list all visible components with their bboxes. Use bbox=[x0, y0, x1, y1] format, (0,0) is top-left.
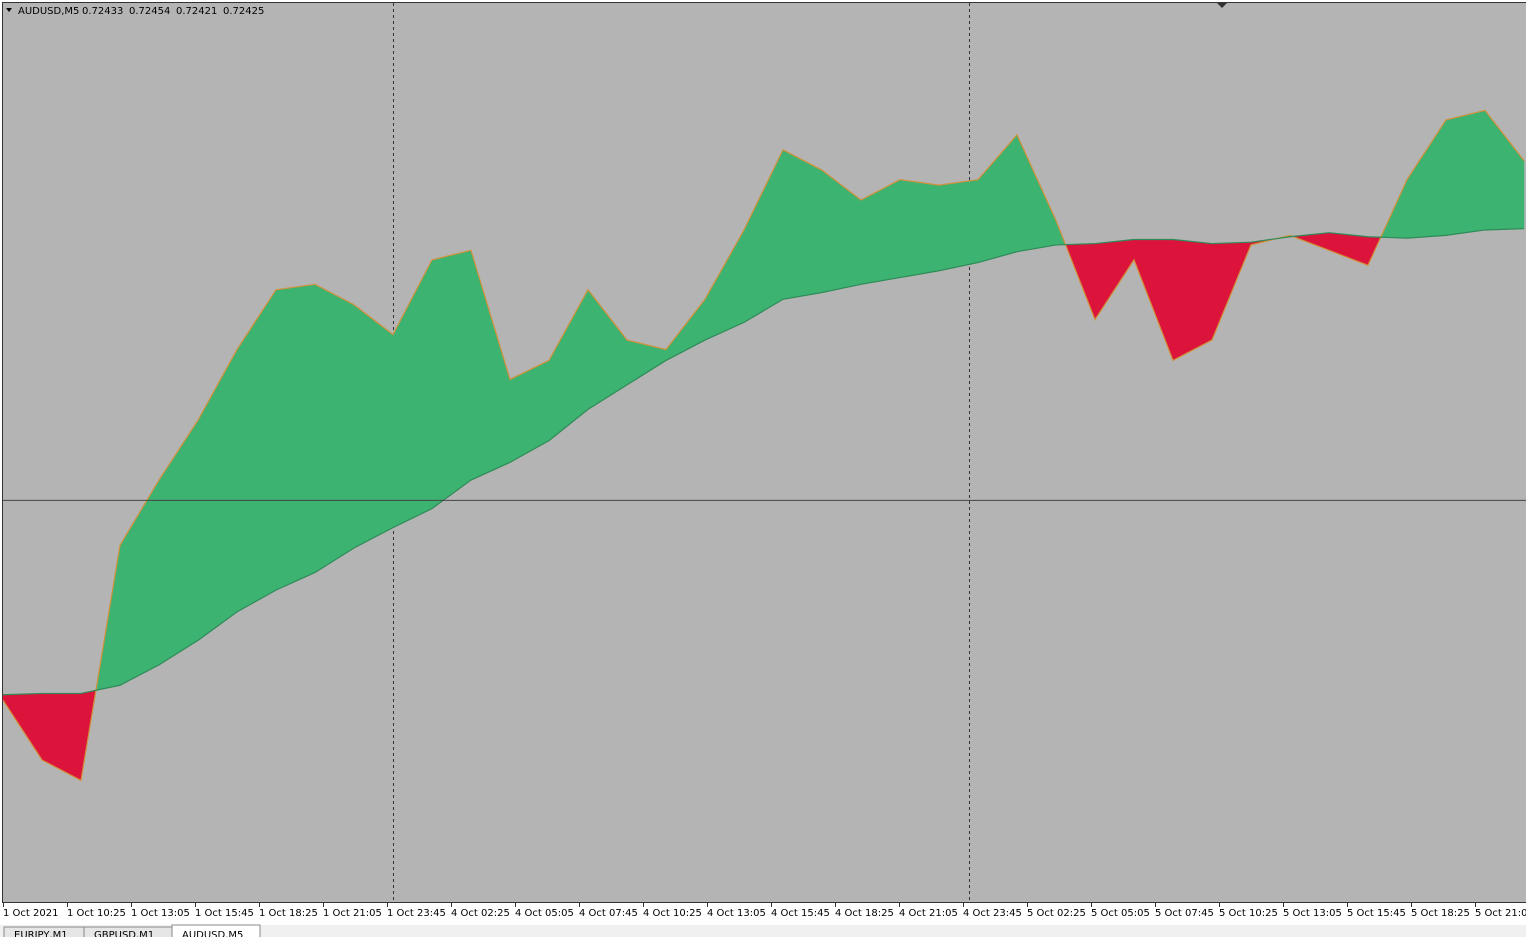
time-label: 4 Oct 23:45 bbox=[963, 908, 1022, 919]
ohlc-value: 0.72454 bbox=[129, 6, 170, 17]
ohlc-value: 0.72421 bbox=[176, 6, 217, 17]
time-label: 4 Oct 10:25 bbox=[643, 908, 702, 919]
band-fill bbox=[1445, 110, 1486, 236]
time-label: 5 Oct 07:45 bbox=[1155, 908, 1214, 919]
band-fill bbox=[1172, 239, 1213, 361]
time-label: 1 Oct 18:25 bbox=[259, 908, 318, 919]
time-label: 4 Oct 18:25 bbox=[835, 908, 894, 919]
time-label: 5 Oct 21:05 bbox=[1475, 908, 1526, 919]
time-label: 5 Oct 15:45 bbox=[1347, 908, 1406, 919]
time-label: 1 Oct 2021 bbox=[3, 908, 58, 919]
ohlc-value: 0.72425 bbox=[223, 6, 264, 17]
fast-ma bbox=[2, 109, 1525, 782]
time-label: 1 Oct 15:45 bbox=[195, 908, 254, 919]
time-label: 4 Oct 07:45 bbox=[579, 908, 638, 919]
band-fill bbox=[899, 179, 940, 278]
symbol: AUDUSD,M5 bbox=[18, 6, 79, 17]
band-fill bbox=[314, 283, 355, 573]
time-label: 5 Oct 13:05 bbox=[1283, 908, 1342, 919]
time-label: 4 Oct 02:25 bbox=[451, 908, 510, 919]
tab-label[interactable]: EURJPY,M1 bbox=[14, 930, 68, 937]
time-label: 5 Oct 05:05 bbox=[1091, 908, 1150, 919]
time-label: 1 Oct 23:45 bbox=[387, 908, 446, 919]
time-label: 1 Oct 21:05 bbox=[323, 908, 382, 919]
time-label: 4 Oct 15:45 bbox=[771, 908, 830, 919]
tab-label[interactable]: AUDUSD,M5 bbox=[182, 930, 243, 937]
tab[interactable] bbox=[171, 924, 261, 937]
band-fill bbox=[782, 149, 823, 300]
time-label: 4 Oct 21:05 bbox=[899, 908, 958, 919]
time-label: 5 Oct 02:25 bbox=[1027, 908, 1086, 919]
shift-marker bbox=[1217, 3, 1227, 8]
band-fill bbox=[275, 284, 316, 591]
tab-label[interactable]: GBPUSD,M1 bbox=[94, 930, 154, 937]
time-label: 1 Oct 10:25 bbox=[67, 908, 126, 919]
time-label: 5 Oct 18:25 bbox=[1411, 908, 1470, 919]
ohlc-value: 0.72433 bbox=[82, 6, 123, 17]
menu-arrow[interactable] bbox=[6, 8, 12, 12]
tab-bar bbox=[0, 925, 1526, 937]
time-label: 4 Oct 13:05 bbox=[707, 908, 766, 919]
time-label: 1 Oct 13:05 bbox=[131, 908, 190, 919]
time-label: 4 Oct 05:05 bbox=[515, 908, 574, 919]
band-fill bbox=[431, 250, 472, 510]
band-fill bbox=[353, 304, 394, 549]
band-fill bbox=[938, 179, 979, 272]
time-label: 5 Oct 10:25 bbox=[1219, 908, 1278, 919]
slow-ma bbox=[2, 228, 1525, 696]
